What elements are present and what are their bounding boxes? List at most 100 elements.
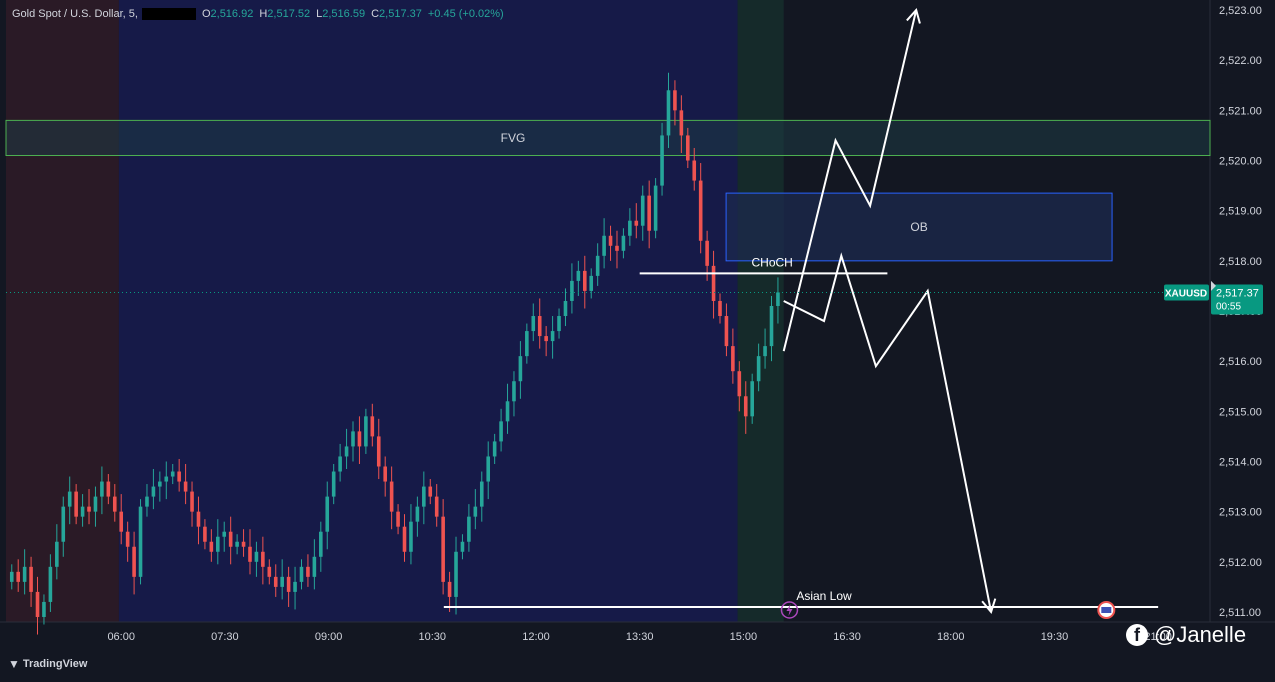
candle-body — [679, 110, 684, 136]
x-tick-label: 21:00 — [1144, 631, 1172, 643]
candle-body — [80, 506, 85, 517]
candle-body — [9, 571, 14, 582]
candle-body — [42, 601, 46, 617]
candle-body — [376, 436, 381, 467]
candle-body — [55, 541, 59, 567]
candle-body — [241, 541, 246, 547]
y-tick-label: 2,516.00 — [1219, 356, 1262, 368]
candle-body — [441, 516, 445, 582]
high-value: 2,517.52 — [267, 8, 311, 20]
candle-body — [615, 245, 619, 251]
candle-body — [505, 401, 510, 422]
event-us-flag-glyph — [1101, 607, 1112, 613]
x-tick-label: 10:30 — [419, 631, 447, 643]
candle-body — [711, 265, 716, 301]
session-bg-blue — [118, 0, 738, 622]
y-tick-label: 2,518.00 — [1219, 256, 1262, 268]
candle-body — [228, 531, 233, 547]
redacted-block — [141, 8, 196, 20]
zone-ob — [725, 192, 1113, 262]
candle-body — [74, 491, 78, 517]
price-badge — [1211, 284, 1263, 315]
candle-body — [743, 396, 748, 417]
close-value: 2,517.37 — [379, 8, 422, 20]
candle-body — [518, 356, 523, 382]
candle-body — [280, 576, 284, 587]
projection-bullish-path — [782, 9, 918, 352]
candle-body — [338, 456, 342, 472]
candle-body — [312, 556, 317, 577]
candle-body — [499, 421, 503, 442]
symbol-badge-label: XAUUSD — [1165, 288, 1207, 299]
candle-body — [170, 471, 175, 477]
candle-body — [582, 270, 587, 291]
level-label-choch: CHoCH — [752, 255, 793, 269]
candle-body — [454, 551, 458, 597]
candle-body — [660, 135, 664, 186]
y-tick-label: 2,522.00 — [1219, 55, 1262, 67]
candle-body — [196, 511, 201, 527]
tradingview-logo[interactable]: ▼ TradingView — [8, 657, 87, 671]
candle-body — [325, 496, 330, 532]
candle-body — [106, 481, 111, 497]
candle-body — [492, 441, 497, 457]
candle-body — [273, 576, 278, 587]
session-bg-green — [737, 0, 784, 622]
close-label: C — [371, 8, 380, 20]
candle-body — [351, 431, 355, 447]
candle-body — [331, 471, 336, 497]
price-badge-countdown: 00:55 — [1216, 301, 1241, 312]
tradingview-icon: ▼ — [8, 657, 20, 671]
candle-body — [402, 526, 407, 552]
x-tick-label: 06:00 — [107, 631, 135, 643]
symbol-title[interactable]: Gold Spot / U.S. Dollar, 5, — [12, 8, 138, 20]
candle-body — [563, 300, 568, 317]
zone-fvg — [5, 119, 1211, 157]
candle-body — [344, 446, 349, 457]
candle-body — [286, 576, 291, 592]
candle-body — [319, 531, 323, 557]
y-tick-label: 2,520.00 — [1219, 156, 1262, 168]
candle-body — [486, 456, 491, 482]
candle-body — [16, 571, 20, 582]
y-tick-label: 2,521.00 — [1219, 105, 1262, 117]
candle-body — [87, 506, 91, 512]
candle-body — [29, 566, 33, 592]
candle-body — [467, 516, 471, 542]
candle-body — [151, 486, 156, 497]
candle-body — [718, 300, 722, 317]
candle-body — [621, 235, 626, 251]
projection-bullish-path-arrowhead — [906, 8, 921, 24]
candle-body — [557, 316, 561, 332]
watermark: f @Janelle — [1126, 622, 1246, 648]
watermark-handle: @Janelle — [1154, 622, 1247, 647]
candle-body — [460, 541, 465, 552]
y-tick-label: 2,513.00 — [1219, 507, 1262, 519]
open-label: O — [201, 8, 211, 20]
candle-body — [132, 546, 136, 577]
low-label: L — [316, 8, 323, 20]
candle-body — [112, 496, 117, 512]
y-tick-label: 2,523.00 — [1219, 5, 1262, 17]
candle-body — [299, 566, 304, 582]
y-tick-label: 2,512.00 — [1219, 557, 1262, 569]
candle-body — [640, 195, 645, 226]
candle-body — [370, 416, 375, 437]
candle-body — [731, 346, 735, 372]
candle-body — [531, 316, 536, 332]
symbol-badge — [1164, 284, 1209, 301]
candle-body — [190, 491, 194, 512]
candle-body — [737, 371, 742, 397]
candle-body — [177, 471, 181, 482]
candle-body — [183, 481, 188, 492]
level-label-asian-low: Asian Low — [796, 589, 852, 603]
candle-body — [666, 90, 671, 136]
candle-body — [595, 255, 600, 276]
candle-body — [512, 381, 516, 402]
y-tick-label: 2,515.00 — [1219, 406, 1262, 418]
candle-body — [724, 316, 729, 347]
x-tick-label: 07:30 — [211, 631, 239, 643]
x-tick-label: 09:00 — [315, 631, 343, 643]
